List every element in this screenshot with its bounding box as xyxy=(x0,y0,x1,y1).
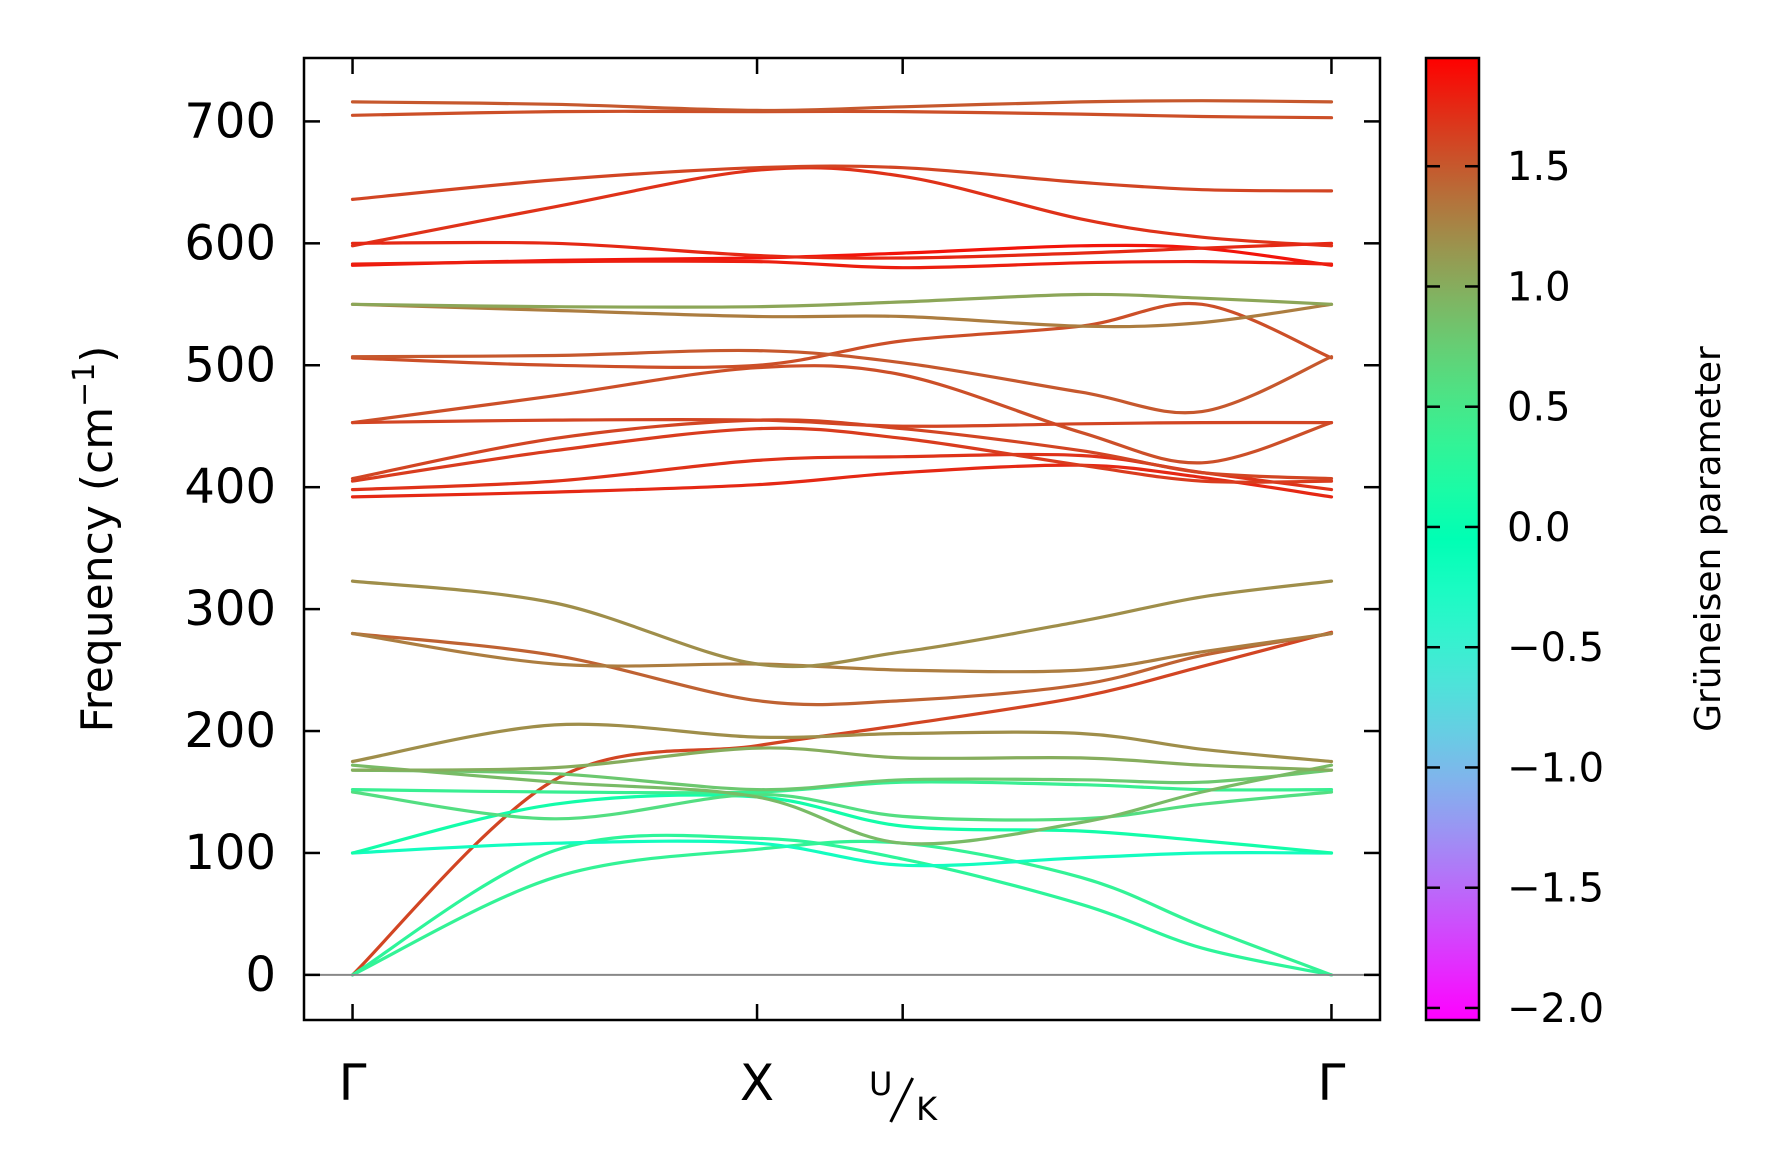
band-line-17 xyxy=(350,426,1334,484)
colorbar-label: Grüneisen parameter xyxy=(1688,346,1729,732)
y-tick-label: 100 xyxy=(184,825,276,881)
band-line-24 xyxy=(350,292,1334,309)
band-line-5 xyxy=(350,793,1334,855)
colorbar-tick-label: −2.0 xyxy=(1507,986,1604,1032)
band-line-2 xyxy=(350,833,1334,977)
y-tick-label: 700 xyxy=(184,93,276,149)
band-line-28 xyxy=(350,240,1334,260)
band-line-12 xyxy=(350,631,1334,707)
colorbar-tick-label: 0.5 xyxy=(1507,385,1571,431)
band-line-22 xyxy=(350,348,1334,415)
band-line-11 xyxy=(350,722,1334,764)
band-line-10 xyxy=(350,746,1334,772)
colorbar-tick-label: 1.0 xyxy=(1507,264,1571,310)
band-lines xyxy=(350,99,1334,977)
y-tick-label: 500 xyxy=(184,337,276,393)
x-tick-label-fraction: UK xyxy=(869,1065,938,1128)
band-line-15 xyxy=(350,463,1334,499)
colorbar-tick-label: −0.5 xyxy=(1507,625,1604,671)
band-line-4 xyxy=(350,839,1334,868)
colorbar xyxy=(1424,56,1481,1022)
band-line-30 xyxy=(350,109,1334,120)
y-tick-label: 400 xyxy=(184,459,276,515)
x-tick-label: Γ xyxy=(339,1054,367,1112)
colorbar-tick-label: −1.5 xyxy=(1507,866,1604,912)
band-line-23 xyxy=(350,302,1334,329)
y-tick-label: 300 xyxy=(184,581,276,637)
y-axis-label: Frequency (cm−1) xyxy=(67,346,123,733)
band-line-29 xyxy=(350,164,1334,201)
band-line-6 xyxy=(350,790,1334,822)
band-line-1 xyxy=(350,630,1334,977)
band-line-20 xyxy=(350,417,1334,428)
y-tick-label: 200 xyxy=(184,703,276,759)
svg-text:Frequency (cm−1): Frequency (cm−1) xyxy=(67,346,123,733)
plot-frame xyxy=(302,56,1382,1022)
x-tick-label-top: U xyxy=(869,1065,892,1103)
x-tick-label-bottom: K xyxy=(916,1090,938,1128)
band-line-18 xyxy=(350,418,1334,481)
band-line-3 xyxy=(350,839,1334,977)
band-line-31 xyxy=(350,99,1334,113)
band-line-7 xyxy=(350,780,1334,795)
y-axis-label-main: Frequency (cm xyxy=(72,407,123,733)
colorbar-tick-label: 0.0 xyxy=(1507,505,1571,551)
y-tick-label: 600 xyxy=(184,215,276,271)
x-tick-label: Γ xyxy=(1318,1054,1346,1112)
y-tick-label: 0 xyxy=(245,947,276,1003)
x-tick-label: X xyxy=(740,1054,774,1112)
x-axis-ticks: Γ X UK Γ xyxy=(339,58,1346,1128)
band-line-27 xyxy=(350,166,1334,248)
band-line-8 xyxy=(350,768,1334,792)
band-line-9 xyxy=(350,763,1334,846)
y-axis-label-end: ) xyxy=(72,346,123,363)
x-tick-label-slash xyxy=(889,1077,915,1123)
band-line-19 xyxy=(350,364,1334,465)
band-line-13 xyxy=(350,631,1334,674)
band-line-26 xyxy=(350,259,1334,270)
band-line-21 xyxy=(350,301,1334,369)
band-line-14 xyxy=(350,579,1334,669)
colorbar-tick-label: 1.5 xyxy=(1507,144,1571,190)
colorbar-tick-label: −1.0 xyxy=(1507,745,1604,791)
y-axis-ticks: 0 100 200 300 400 500 600 700 xyxy=(184,93,1380,1003)
colorbar-ticks: −2.0 −1.5 −1.0 −0.5 0.0 0.5 1.0 1.5 xyxy=(1426,144,1604,1032)
y-axis-label-superscript: −1 xyxy=(67,363,102,407)
